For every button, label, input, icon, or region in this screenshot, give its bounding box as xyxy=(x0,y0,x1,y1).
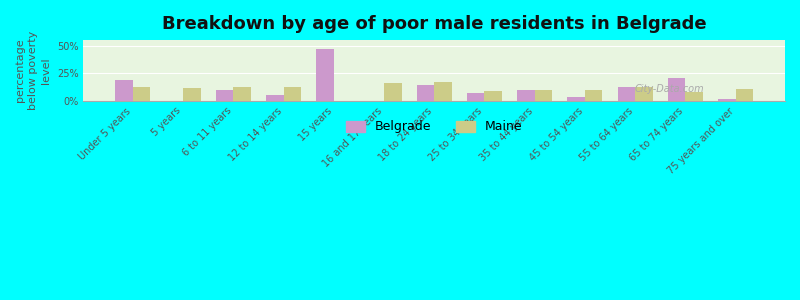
Bar xyxy=(266,95,283,101)
Bar xyxy=(467,93,485,101)
Text: City-Data.com: City-Data.com xyxy=(634,84,704,94)
Title: Breakdown by age of poor male residents in Belgrade: Breakdown by age of poor male residents … xyxy=(162,15,706,33)
Bar xyxy=(635,87,653,101)
Bar xyxy=(434,82,452,101)
Bar xyxy=(735,89,753,101)
Bar xyxy=(283,87,301,101)
Bar xyxy=(618,87,635,101)
Bar xyxy=(668,78,686,101)
Bar xyxy=(567,97,585,101)
Bar xyxy=(534,90,552,101)
Bar xyxy=(718,99,735,101)
Y-axis label: percentage
below poverty
level: percentage below poverty level xyxy=(15,31,51,110)
Legend: Belgrade, Maine: Belgrade, Maine xyxy=(341,116,527,139)
Bar xyxy=(183,88,201,101)
Bar xyxy=(234,87,251,101)
Bar xyxy=(384,83,402,101)
Bar xyxy=(133,87,150,101)
Bar xyxy=(115,80,133,101)
Bar xyxy=(316,49,334,101)
Bar xyxy=(517,90,534,101)
Bar xyxy=(216,90,234,101)
Bar xyxy=(585,90,602,101)
Bar xyxy=(417,85,434,101)
Bar xyxy=(485,91,502,101)
Bar xyxy=(686,92,703,101)
